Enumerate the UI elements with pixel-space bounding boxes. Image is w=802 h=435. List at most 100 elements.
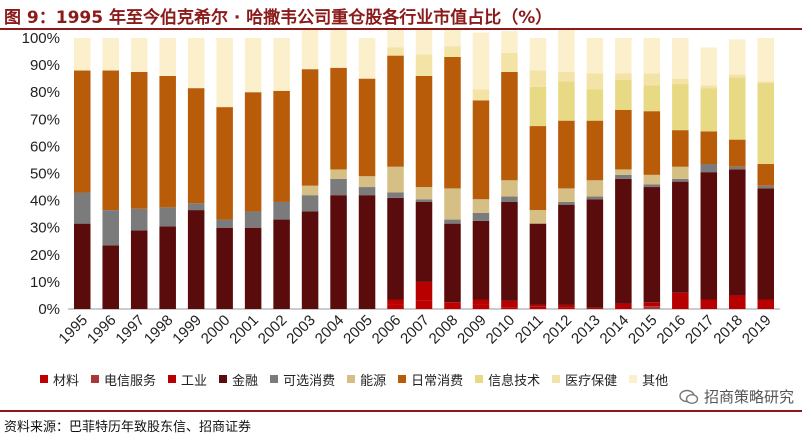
legend-label: 能源 (360, 373, 387, 389)
bar-segment (358, 38, 376, 79)
bar-segment (529, 210, 547, 224)
x-tick-label: 2014 (597, 312, 633, 348)
x-tick-label: 2012 (540, 312, 576, 348)
bar-segment (529, 306, 547, 309)
x-tick-label: 1996 (84, 312, 120, 348)
bar-segment (615, 73, 632, 81)
bar-segment (444, 219, 461, 224)
y-tick-label: 20% (30, 247, 60, 264)
bar-segment (415, 187, 433, 200)
bar-segment (643, 38, 661, 74)
legend-label: 日常消费 (411, 373, 464, 389)
bar-segment (757, 164, 775, 186)
x-tick-label: 2013 (568, 312, 604, 348)
bar-segment (472, 199, 490, 213)
bar-segment (216, 38, 233, 108)
y-tick-label: 40% (30, 193, 60, 210)
bar-segment (757, 185, 775, 189)
x-tick-label: 2009 (454, 312, 490, 348)
legend-swatch (219, 375, 228, 383)
bar-segment (387, 299, 404, 305)
legend-label: 金融 (232, 373, 259, 389)
bar-segment (130, 230, 148, 309)
bar-segment (330, 195, 347, 309)
bar-segment (387, 304, 404, 309)
bar-segment (444, 46, 461, 57)
bar-segment (558, 30, 575, 72)
bar-segment (615, 80, 632, 110)
y-tick-label: 50% (30, 166, 60, 183)
bar-segment (558, 81, 575, 121)
bar-segment (387, 192, 404, 198)
bar-segment (472, 212, 490, 221)
bar-segment (586, 120, 604, 181)
legend-item: 可选消费 (270, 370, 335, 389)
bar-segment (643, 184, 661, 188)
bar-segment (216, 219, 233, 228)
bar-segment (729, 74, 746, 78)
bar-segment (472, 32, 490, 90)
bar-segment (216, 227, 233, 309)
bar-segment (501, 300, 518, 308)
bar-segment (643, 85, 661, 112)
bar-segment (472, 299, 490, 305)
bar-segment (757, 188, 775, 300)
y-tick-label: 10% (30, 274, 60, 291)
watermark: 招商策略研究 (679, 386, 794, 407)
x-tick-label: 2000 (198, 312, 234, 348)
bar-segment (700, 164, 718, 173)
bar-segment (672, 166, 689, 179)
bar-segment (643, 306, 661, 309)
source-bar: 资料来源：巴菲特历年致股东信、招商证券 (0, 410, 802, 435)
x-tick-label: 2004 (312, 312, 348, 348)
bar-segment (330, 67, 347, 170)
bar-segment (244, 211, 262, 228)
bar-segment (501, 52, 518, 72)
bar-segment (558, 120, 575, 189)
x-tick-label: 2018 (710, 312, 746, 348)
bar-segment (244, 38, 262, 93)
bar-segment (729, 169, 746, 296)
bar-segment (672, 181, 689, 293)
bar-segment (187, 203, 205, 211)
bar-segment (729, 39, 746, 75)
legend-label: 可选消费 (283, 373, 336, 389)
bar-segment (586, 307, 604, 309)
bar-segment (216, 107, 233, 220)
legend-item: 工业 (168, 370, 207, 389)
legend-swatch (629, 375, 638, 383)
wechat-icon (679, 389, 699, 405)
bar-segment (615, 38, 632, 74)
bar-segment (73, 70, 91, 193)
x-tick-label: 1998 (141, 312, 177, 348)
bar-segment (586, 73, 604, 90)
bar-segment (102, 70, 119, 211)
bar-segment (586, 180, 604, 197)
bar-segment (615, 109, 632, 170)
bar-segment (700, 299, 718, 309)
bar-segment (700, 172, 718, 300)
bar-segment (643, 174, 661, 185)
chart-title: 图 9：1995 年至今伯克希尔 · 哈撒韦公司重仓股各行业市值占比（%） (4, 8, 553, 28)
bar-segment (529, 70, 547, 87)
bar-segment (672, 292, 689, 309)
y-tick-label: 60% (30, 138, 60, 155)
bar-segment (244, 227, 262, 309)
bar-segment (472, 304, 490, 309)
bar-segment (700, 47, 718, 86)
legend-item: 日常消费 (398, 370, 463, 389)
bar-segment (273, 201, 290, 220)
x-tick-label: 2007 (397, 312, 433, 348)
x-tick-label: 2017 (682, 312, 718, 348)
bar-segment (586, 196, 604, 200)
x-tick-label: 2019 (739, 312, 775, 348)
bar-segment (244, 92, 262, 212)
bar-segment (330, 169, 347, 179)
bar-segment (102, 245, 119, 309)
bar-segment (501, 307, 518, 309)
bar-segment (444, 30, 461, 47)
bar-segment (358, 78, 376, 177)
bar-segment (273, 219, 290, 309)
bar-segment (387, 55, 404, 167)
y-tick-label: 0% (38, 301, 60, 318)
